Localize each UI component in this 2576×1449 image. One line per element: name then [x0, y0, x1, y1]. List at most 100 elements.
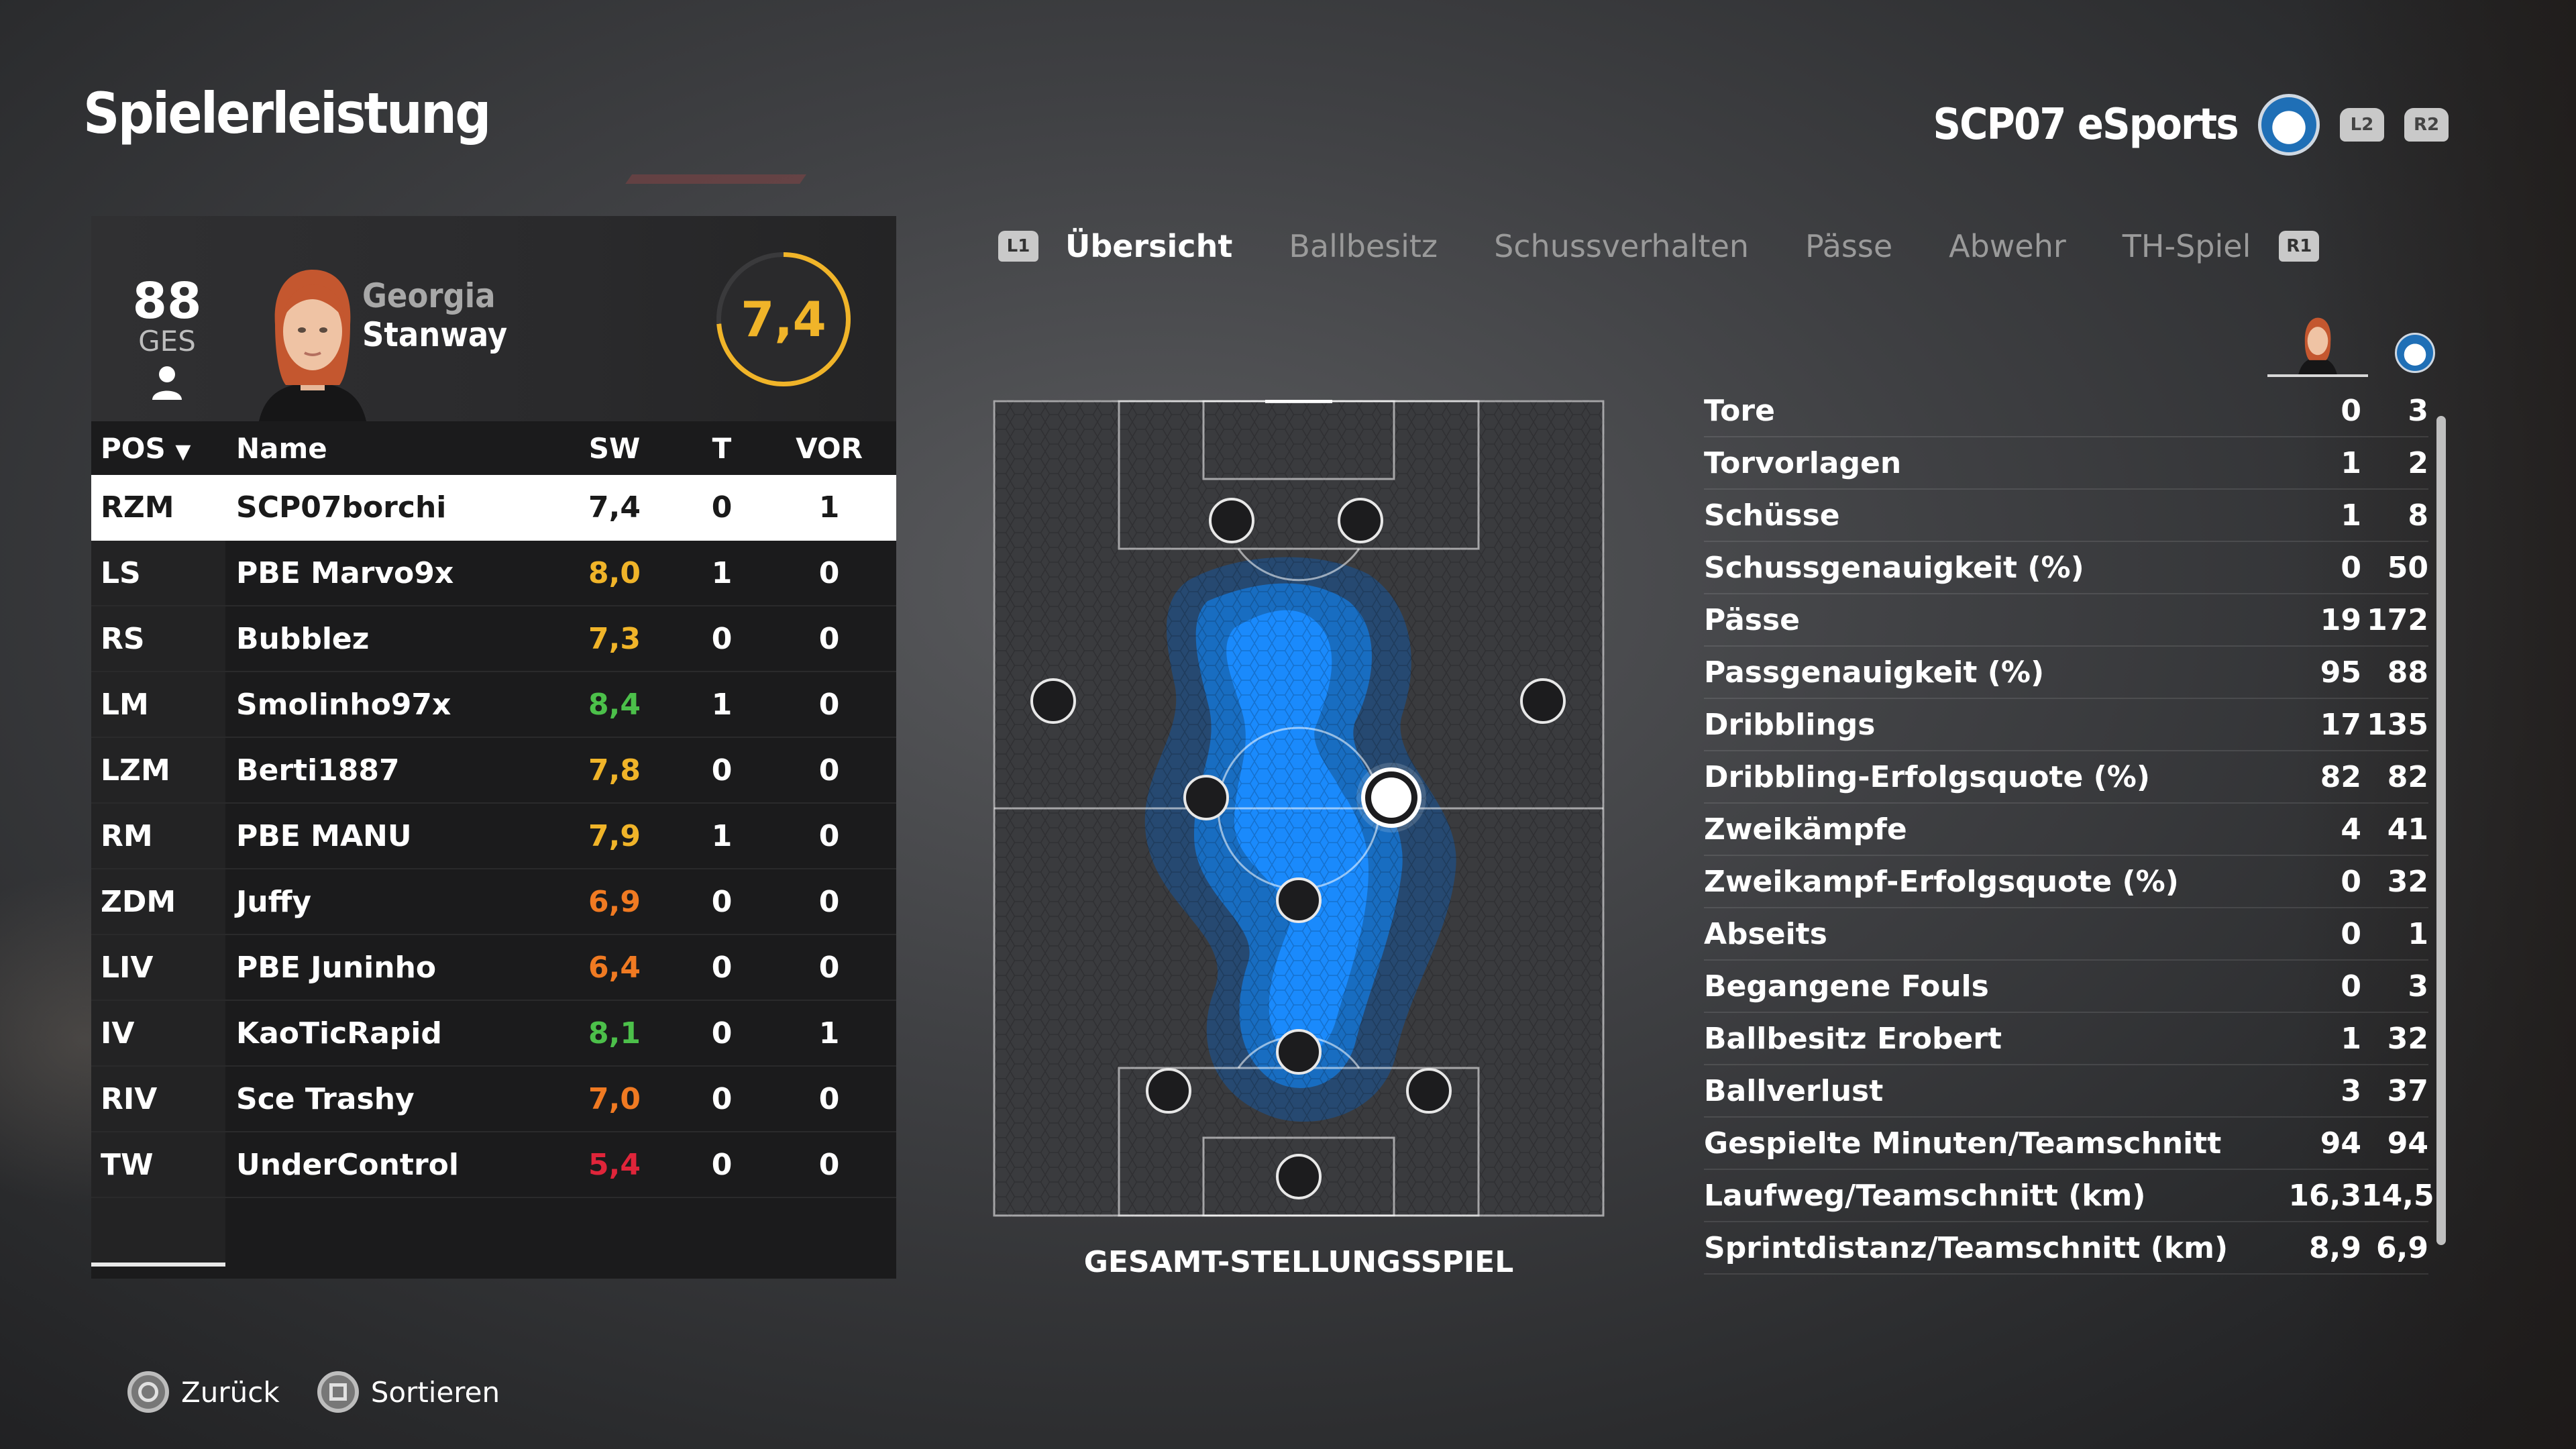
- roster-goals: 0: [711, 490, 733, 525]
- player-marker: [1183, 775, 1229, 820]
- roster-rating: 7,8: [588, 753, 641, 788]
- roster-name: PBE Marvo9x: [236, 555, 454, 590]
- stat-team-value: 94: [2387, 1126, 2428, 1161]
- roster-row[interactable]: LM Smolinho97x 8,4 1 0: [91, 672, 896, 738]
- stat-row: Schussgenauigkeit (%) 0 50: [1704, 542, 2428, 594]
- roster-goals: 1: [711, 818, 733, 853]
- stat-row: Dribblings 17 135: [1704, 699, 2428, 751]
- stat-row: Schüsse 1 8: [1704, 490, 2428, 542]
- team-crest-icon: [2395, 333, 2435, 373]
- stat-player-value: 17: [2320, 707, 2361, 742]
- team-name: SCP07 eSports: [1933, 100, 2239, 150]
- match-rating-ring: 7,4: [716, 252, 851, 386]
- stat-team-value: 135: [2367, 707, 2428, 742]
- column-header-vor[interactable]: VOR: [796, 431, 863, 465]
- roster-row[interactable]: RZM SCP07borchi 7,4 0 1: [91, 475, 896, 541]
- roster-row[interactable]: ZDM Juffy 6,9 0 0: [91, 869, 896, 935]
- roster-name: Bubblez: [236, 621, 370, 656]
- roster-row[interactable]: RS Bubblez 7,3 0 0: [91, 606, 896, 672]
- stat-player-value: 95: [2320, 655, 2361, 690]
- roster-name: Juffy: [236, 884, 312, 919]
- tab-abwehr[interactable]: Abwehr: [1949, 228, 2066, 264]
- stat-team-value: 14,5: [2361, 1178, 2434, 1213]
- stat-player-value: 16,3: [2288, 1178, 2361, 1213]
- roster-empty-space: [91, 1198, 225, 1267]
- stats-column-icons: [2267, 313, 2435, 380]
- roster-row[interactable]: LZM Berti1887 7,8 0 0: [91, 738, 896, 804]
- roster-rating: 6,9: [588, 884, 641, 919]
- roster-row[interactable]: RM PBE MANU 7,9 1 0: [91, 804, 896, 869]
- stat-player-value: 82: [2320, 759, 2361, 794]
- stats-table: Tore 0 3 Torvorlagen 1 2 Schüsse 1 8 Schussgenaui…: [1704, 385, 2434, 1275]
- back-label: Zurück: [181, 1375, 280, 1409]
- roster-name: PBE Juninho: [236, 950, 437, 985]
- roster-pos: LZM: [91, 738, 225, 802]
- roster-row[interactable]: LS PBE Marvo9x 8,0 1 0: [91, 541, 896, 606]
- roster-row[interactable]: IV KaoTicRapid 8,1 0 1: [91, 1001, 896, 1067]
- stat-player-value: 0: [2341, 969, 2361, 1004]
- player-avatar-icon: [2267, 317, 2368, 377]
- stat-player-value: 3: [2341, 1073, 2361, 1108]
- stat-label: Pässe: [1704, 602, 1800, 637]
- stat-row: Gespielte Minuten/Teamschnitt 94 94: [1704, 1118, 2428, 1170]
- stat-label: Dribbling-Erfolgsquote (%): [1704, 759, 2150, 794]
- stats-scrollbar[interactable]: [2436, 416, 2446, 1245]
- roster-row[interactable]: RIV Sce Trashy 7,0 0 0: [91, 1067, 896, 1132]
- roster-header: POS ▼ Name SW T VOR: [91, 421, 896, 475]
- stat-player-value: 1: [2341, 445, 2361, 480]
- stat-label: Abseits: [1704, 916, 1827, 951]
- stat-team-value: 8: [2408, 498, 2428, 533]
- stat-row: Abseits 0 1: [1704, 908, 2428, 961]
- stat-row: Ballverlust 3 37: [1704, 1065, 2428, 1118]
- stat-player-value: 0: [2341, 550, 2361, 585]
- roster-pos: TW: [91, 1132, 225, 1197]
- tab-th-spiel[interactable]: TH-Spiel: [2122, 228, 2251, 264]
- roster-name: KaoTicRapid: [236, 1016, 442, 1051]
- roster-row[interactable]: LIV PBE Juninho 6,4 0 0: [91, 935, 896, 1001]
- tab-ballbesitz[interactable]: Ballbesitz: [1289, 228, 1438, 264]
- r2-button-icon[interactable]: R2: [2404, 108, 2449, 142]
- sort-button[interactable]: Sortieren: [317, 1371, 500, 1413]
- roster-row[interactable]: TW UnderControl 5,4 0 0: [91, 1132, 896, 1198]
- roster-pos: ZDM: [91, 869, 225, 934]
- stat-label: Begangene Fouls: [1704, 969, 1989, 1004]
- roster-rating: 7,4: [588, 490, 641, 525]
- square-button-icon: [317, 1371, 359, 1413]
- roster-assists: 0: [818, 687, 840, 722]
- stat-player-value: 0: [2341, 864, 2361, 899]
- roster-goals: 0: [711, 1016, 733, 1051]
- l2-button-icon[interactable]: L2: [2340, 108, 2384, 142]
- match-rating-value: 7,4: [721, 257, 846, 382]
- tab-paesse[interactable]: Pässe: [1805, 228, 1893, 264]
- stat-team-value: 172: [2367, 602, 2428, 637]
- stat-row: Sprintdistanz/Teamschnitt (km) 8,9 6,9: [1704, 1222, 2428, 1275]
- stat-label: Passgenauigkeit (%): [1704, 655, 2045, 690]
- roster-name: Berti1887: [236, 753, 400, 788]
- circle-button-icon: [127, 1371, 169, 1413]
- roster-name: UnderControl: [236, 1147, 459, 1182]
- stat-player-value: 1: [2341, 1021, 2361, 1056]
- sort-down-icon: ▼: [175, 439, 191, 464]
- back-button[interactable]: Zurück: [127, 1371, 280, 1413]
- roster-rating: 6,4: [588, 950, 641, 985]
- column-header-name[interactable]: Name: [236, 431, 327, 465]
- stat-label: Schüsse: [1704, 498, 1840, 533]
- stat-team-value: 37: [2387, 1073, 2428, 1108]
- tab-schussverhalten[interactable]: Schussverhalten: [1494, 228, 1750, 264]
- roster-assists: 0: [818, 1081, 840, 1116]
- r1-button-icon[interactable]: R1: [2279, 231, 2320, 262]
- l1-button-icon[interactable]: L1: [998, 231, 1038, 262]
- column-header-t[interactable]: T: [712, 431, 732, 465]
- roster-pos: RIV: [91, 1067, 225, 1131]
- tab-uebersicht[interactable]: Übersicht: [1065, 228, 1233, 264]
- stats-tabs: L1 Übersicht Ballbesitz Schussverhalten …: [998, 228, 2320, 264]
- column-header-pos[interactable]: POS ▼: [101, 431, 191, 465]
- player-header: 88 GES Georgia Stanway 7,4: [91, 216, 896, 421]
- column-header-sw[interactable]: SW: [588, 431, 641, 465]
- player-marker: [1030, 678, 1076, 724]
- stat-row: Begangene Fouls 0 3: [1704, 961, 2428, 1013]
- roster-pos: RS: [91, 606, 225, 671]
- player-markers: [1030, 498, 1566, 1199]
- stat-team-value: 6,9: [2376, 1230, 2428, 1265]
- player-last-name: Stanway: [362, 315, 508, 354]
